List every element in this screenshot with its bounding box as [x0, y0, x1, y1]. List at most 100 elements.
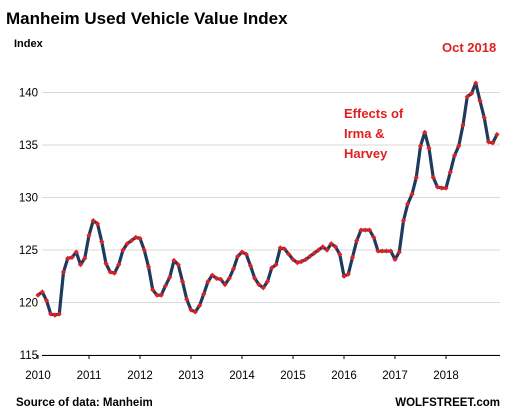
data-point	[371, 234, 377, 240]
data-point	[43, 297, 50, 303]
data-point	[485, 139, 492, 145]
data-point	[294, 260, 300, 266]
data-point	[273, 262, 279, 268]
data-point	[413, 174, 419, 181]
data-point	[320, 244, 326, 250]
data-point	[52, 312, 58, 318]
data-point	[392, 256, 398, 263]
data-point	[35, 292, 41, 298]
data-point	[137, 235, 143, 242]
y-tick-label: 125	[19, 245, 38, 257]
data-point	[209, 272, 215, 278]
data-point	[468, 90, 475, 97]
data-point	[379, 248, 385, 254]
data-point	[94, 221, 101, 227]
y-tick-label: 120	[19, 298, 38, 310]
y-tick-label: 130	[19, 193, 38, 205]
data-point	[388, 248, 394, 254]
data-point	[358, 227, 364, 233]
data-point	[383, 248, 390, 254]
data-point	[205, 278, 211, 285]
data-point	[218, 276, 224, 282]
data-point	[226, 275, 232, 281]
data-point	[48, 311, 54, 317]
data-point	[464, 94, 470, 100]
data-point	[400, 218, 407, 224]
data-point	[473, 80, 479, 86]
x-tick-label: 2010	[25, 370, 51, 382]
annotation-line: Oct 2018	[442, 40, 496, 55]
data-point	[128, 237, 135, 244]
data-point	[281, 246, 288, 252]
data-point	[90, 218, 96, 224]
x-tick-label: 2018	[433, 370, 459, 382]
data-point	[264, 278, 271, 285]
data-point	[192, 309, 198, 315]
data-point	[252, 275, 258, 281]
data-point	[269, 265, 275, 271]
data-point	[481, 115, 487, 121]
data-point	[239, 249, 245, 255]
data-point	[490, 140, 496, 146]
data-point	[196, 303, 203, 309]
data-point	[77, 262, 84, 268]
series-layer	[35, 80, 500, 318]
data-point	[260, 285, 266, 291]
data-point	[150, 287, 156, 293]
x-tick-label: 2017	[382, 370, 408, 382]
data-point	[426, 145, 432, 151]
data-point	[230, 266, 237, 272]
data-point	[417, 143, 424, 149]
annotation-line: Effects of	[344, 106, 404, 121]
data-point	[354, 237, 360, 244]
data-point	[82, 255, 88, 261]
data-point	[235, 253, 241, 259]
data-point	[162, 283, 169, 289]
data-point	[345, 271, 351, 277]
data-point	[222, 282, 228, 288]
gridlines	[42, 92, 500, 356]
chart-title: Manheim Used Vehicle Value Index	[6, 9, 288, 28]
x-tick-label: 2012	[127, 370, 153, 382]
x-tick-label: 2016	[331, 370, 357, 382]
data-point	[184, 296, 190, 302]
data-point	[439, 185, 445, 191]
data-point	[396, 249, 402, 255]
y-tick-label: 115	[20, 350, 38, 362]
y-axis-label: Index	[14, 38, 44, 50]
data-point	[39, 289, 45, 295]
data-point	[451, 152, 458, 159]
data-point	[409, 191, 415, 197]
brand-label: WOLFSTREET.com	[395, 397, 500, 409]
data-point	[349, 254, 356, 260]
data-point	[158, 292, 164, 298]
data-point	[447, 169, 453, 175]
data-point	[405, 201, 411, 207]
data-point	[290, 256, 296, 263]
y-tick-labels: 115 120 125 130 135 140	[19, 88, 38, 363]
x-tick-label: 2015	[280, 370, 306, 382]
data-point	[99, 239, 105, 245]
data-point	[460, 122, 466, 128]
data-point	[256, 282, 262, 288]
data-point	[494, 131, 500, 138]
annotation-line: Irma &	[344, 126, 384, 141]
data-point	[120, 247, 126, 253]
data-point	[65, 255, 71, 261]
data-point	[456, 143, 462, 149]
data-point	[171, 257, 177, 264]
data-point	[286, 251, 292, 257]
x-tick-label: 2011	[77, 370, 102, 382]
data-point	[298, 258, 305, 265]
data-point	[277, 245, 283, 251]
data-point	[60, 269, 67, 275]
data-point	[175, 262, 181, 268]
data-point	[69, 254, 75, 260]
data-point	[311, 250, 317, 256]
x-tick-label: 2014	[229, 370, 255, 382]
data-point	[73, 249, 79, 255]
data-point	[332, 244, 339, 250]
data-point	[154, 292, 160, 298]
data-point	[243, 251, 249, 257]
